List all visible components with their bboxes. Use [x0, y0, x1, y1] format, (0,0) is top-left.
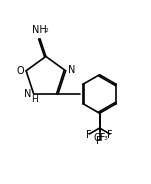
Text: CF: CF	[93, 133, 106, 143]
Text: $_2$: $_2$	[44, 26, 49, 35]
Text: N: N	[67, 65, 75, 75]
Text: F: F	[107, 130, 113, 140]
Text: F: F	[86, 130, 92, 140]
Text: H: H	[31, 95, 38, 104]
Text: F: F	[96, 136, 102, 146]
Text: NH: NH	[32, 25, 47, 35]
Text: O: O	[16, 66, 24, 76]
Text: $_3$: $_3$	[103, 134, 109, 143]
Text: N: N	[24, 89, 31, 99]
